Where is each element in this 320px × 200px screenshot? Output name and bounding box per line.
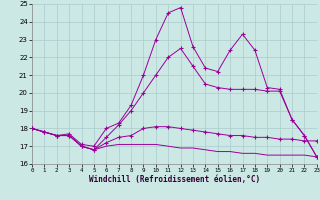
X-axis label: Windchill (Refroidissement éolien,°C): Windchill (Refroidissement éolien,°C)	[89, 175, 260, 184]
